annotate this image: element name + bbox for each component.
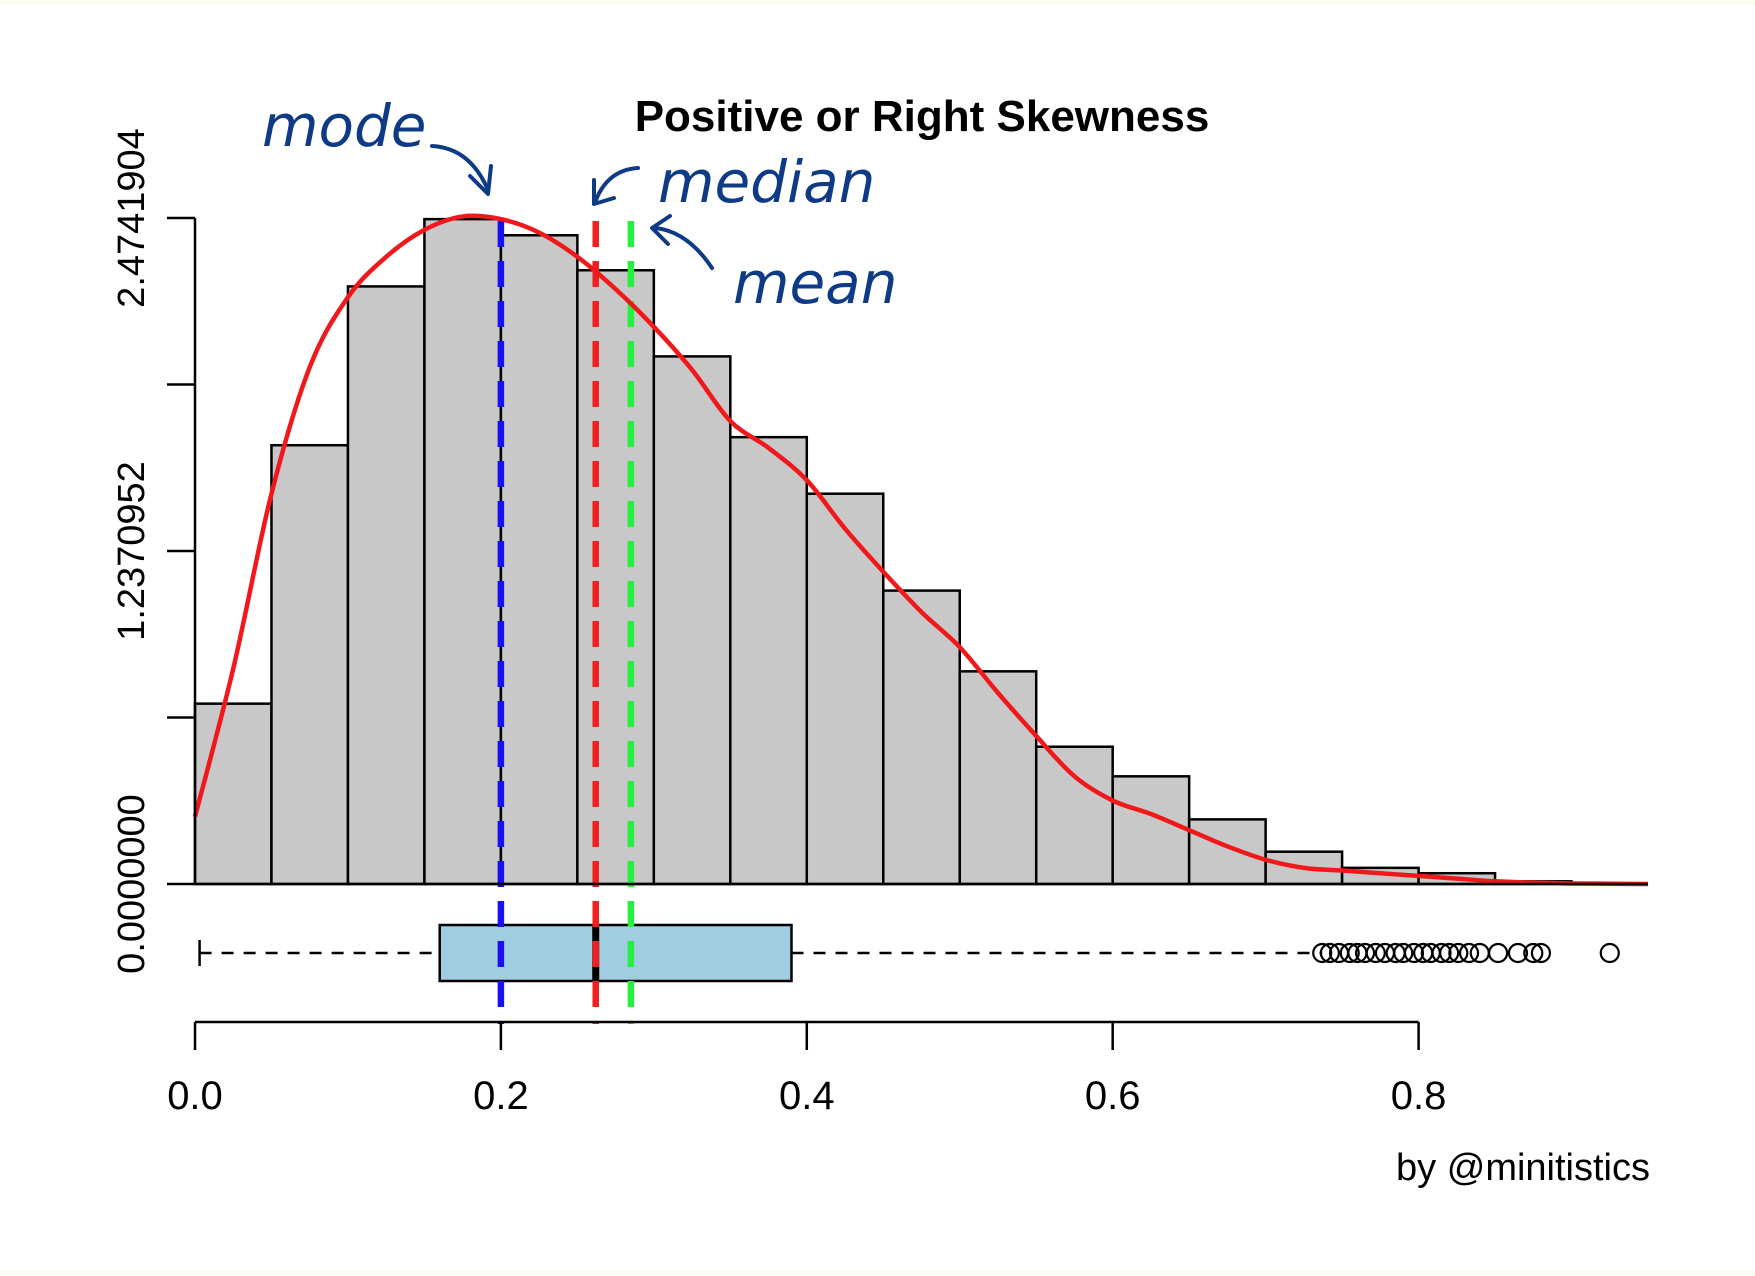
- histogram-bar: [652, 355, 732, 886]
- annotation-median: median: [658, 148, 875, 216]
- x-tick-label: 0.4: [779, 1074, 835, 1118]
- boxplot-outlier: [1439, 942, 1460, 964]
- boxplot-outlier: [1354, 942, 1376, 964]
- x-tick-label: 0.8: [1391, 1074, 1447, 1118]
- x-tick-label: 0.0: [167, 1074, 223, 1118]
- boxplot-outlier: [1393, 942, 1414, 964]
- histogram-bar: [423, 217, 503, 886]
- arrow-median-icon: [594, 166, 640, 202]
- y-tick-label: 1.2370952: [111, 461, 153, 641]
- histogram-bar: [1034, 745, 1114, 886]
- boxplot-outlier: [1523, 942, 1544, 964]
- boxplot: [198, 923, 1620, 983]
- histogram-bar: [346, 285, 426, 886]
- credit-label: by @minitistics: [1396, 1147, 1650, 1189]
- boxplot-outlier: [1339, 942, 1360, 964]
- boxplot-outlier: [1599, 942, 1620, 964]
- histogram-bar: [882, 589, 961, 886]
- arrow-mean-icon: [654, 226, 714, 270]
- histogram-bar: [270, 443, 350, 886]
- histogram-bar: [576, 269, 656, 886]
- histogram-bar: [805, 492, 885, 886]
- y-tick-label: 2.4741904: [111, 128, 153, 308]
- chart-container: Positive or Right Skewness 0.0000000 1.23…: [0, 6, 1755, 1271]
- x-tick-label: 0.2: [473, 1074, 529, 1118]
- skewness-chart: Positive or Right Skewness 0.0000000 1.23…: [111, 92, 1650, 1189]
- histogram: [193, 217, 1573, 886]
- boxplot-outlier: [1312, 942, 1333, 964]
- y-tick-label: 0.0000000: [111, 794, 153, 974]
- boxplot-outlier: [1458, 942, 1480, 964]
- arrow-mode-icon: [430, 144, 490, 192]
- boxplot-outlier: [1530, 942, 1552, 964]
- arrowhead-median-icon: [592, 178, 616, 206]
- boxplot-outlier: [1507, 942, 1529, 964]
- boxplot-box: [438, 923, 793, 983]
- boxplot-outlier: [1488, 942, 1509, 964]
- histogram-bar: [499, 234, 579, 886]
- density-curve-layer: [192, 213, 1649, 887]
- boxplot-outlier: [1448, 942, 1469, 964]
- arrowhead-mean-icon: [650, 214, 672, 246]
- annotation-mode: mode: [262, 92, 426, 160]
- histogram-bar: [193, 702, 273, 886]
- boxplot-outlier: [1365, 942, 1386, 964]
- density-curve: [192, 213, 1649, 887]
- histogram-bar: [958, 670, 1038, 886]
- boxplot-outlier: [1431, 942, 1452, 964]
- reference-lines: [497, 221, 635, 1024]
- handwritten-annotations: mode median mean: [262, 92, 897, 317]
- annotation-mean: mean: [733, 249, 897, 317]
- boxplot-outlier: [1319, 942, 1340, 964]
- histogram-bar: [1187, 818, 1267, 886]
- arrowhead-mode-icon: [468, 164, 493, 196]
- chart-title: Positive or Right Skewness: [635, 92, 1210, 141]
- x-tick-label: 0.6: [1085, 1074, 1141, 1118]
- axes: 0.0000000 1.2370952 2.4741904 0.0 0.2 0.4 0.6 0…: [111, 128, 1648, 1118]
- boxplot-outlier: [1403, 942, 1425, 964]
- histogram-bar: [1111, 775, 1191, 886]
- boxplot-outlier: [1469, 942, 1490, 964]
- histogram-bar: [729, 435, 809, 886]
